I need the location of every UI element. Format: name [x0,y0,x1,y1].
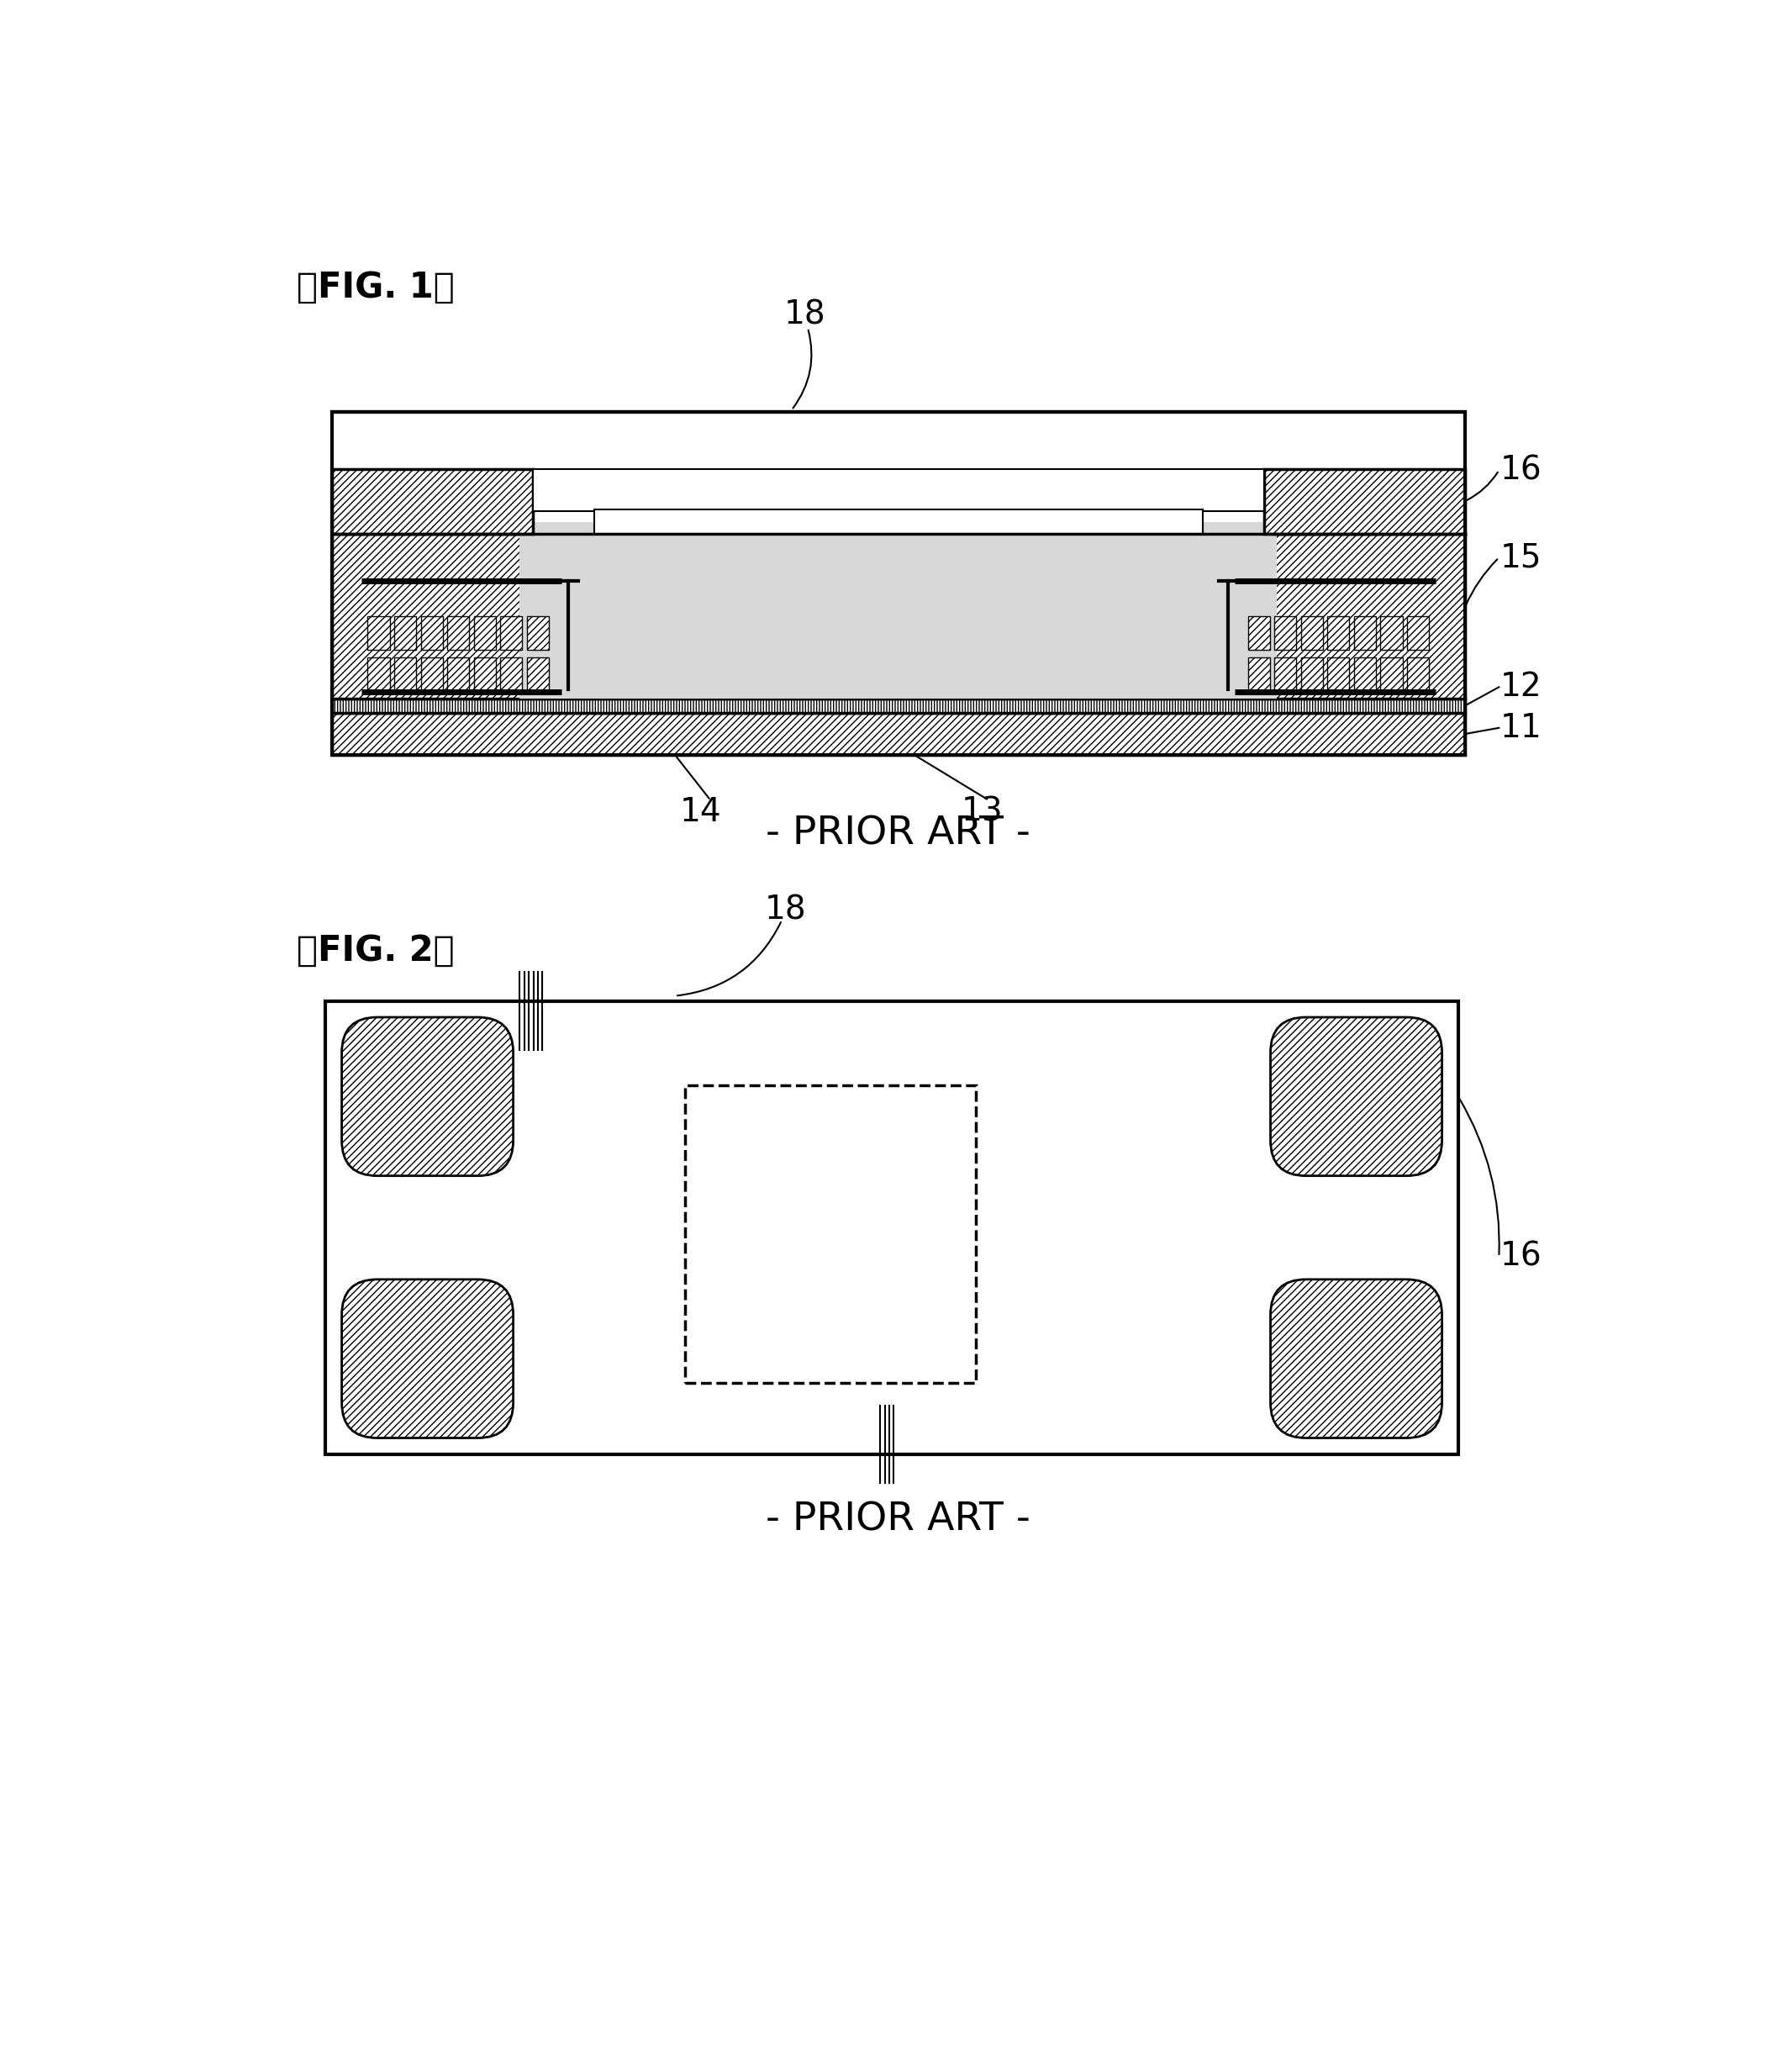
Bar [1355,617,1376,650]
Text: - PRIOR ART -: - PRIOR ART - [765,1502,1030,1539]
Bar [367,617,389,650]
FancyBboxPatch shape [1271,1017,1443,1176]
Bar [421,617,443,650]
Bar [394,617,416,650]
Bar [421,658,443,691]
Bar [448,658,470,691]
Bar [595,510,1202,534]
Text: 13: 13 [962,796,1004,827]
Bar [500,617,521,650]
FancyBboxPatch shape [342,1279,513,1438]
Bar [1380,658,1403,691]
Bar [332,699,1464,714]
Bar [1355,658,1376,691]
Text: 11: 11 [1500,712,1543,745]
Bar [1380,617,1403,650]
FancyBboxPatch shape [1271,1279,1443,1438]
Bar [1328,658,1349,691]
Bar [1301,617,1322,650]
Bar [1301,658,1322,691]
Bar [1407,617,1428,650]
Bar [326,1001,1459,1454]
Bar [1328,617,1349,650]
Text: 15: 15 [1500,543,1541,574]
Bar [332,413,1464,755]
Text: 【FIG. 1】: 【FIG. 1】 [296,270,453,305]
Bar [367,658,389,691]
Bar [685,1085,977,1382]
Text: 14: 14 [681,796,722,827]
Bar [527,658,548,691]
Bar [473,658,496,691]
Bar [332,714,1464,755]
Text: 【FIG. 2】: 【FIG. 2】 [296,932,453,968]
Bar [1263,468,1464,534]
Bar [332,468,532,534]
Bar [527,617,548,650]
Bar [532,468,1263,512]
Text: 16: 16 [1500,1240,1543,1273]
Text: 18: 18 [783,299,826,330]
Bar [448,617,470,650]
Bar [332,534,1464,699]
Text: 18: 18 [763,895,806,926]
Bar [473,617,496,650]
Bar [1407,658,1428,691]
Bar [1274,658,1296,691]
FancyBboxPatch shape [342,1017,513,1176]
Bar [1274,617,1296,650]
Bar [500,658,521,691]
Bar [1247,658,1271,691]
Bar [520,522,1278,699]
Text: 12: 12 [1500,670,1541,703]
Bar [394,658,416,691]
Text: - PRIOR ART -: - PRIOR ART - [765,815,1030,852]
Bar [1247,617,1271,650]
Text: 16: 16 [1500,454,1543,487]
